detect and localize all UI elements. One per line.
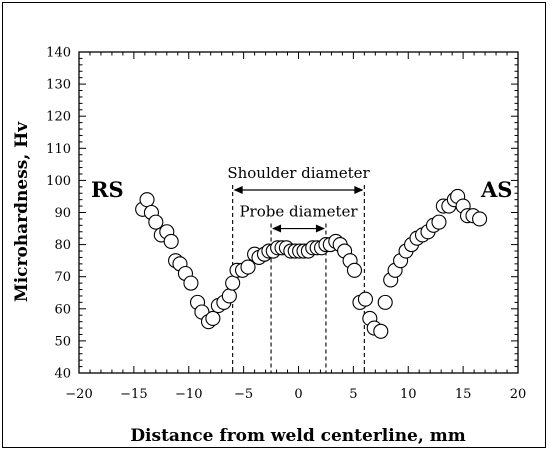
y-tick-label: 70 xyxy=(54,270,71,285)
arrowhead-left xyxy=(272,224,282,233)
rs-label: RS xyxy=(91,177,124,202)
arrowhead-right xyxy=(354,186,364,195)
x-tick-label: −10 xyxy=(175,387,202,402)
shoulder-label: Shoulder diameter xyxy=(227,164,370,182)
data-point xyxy=(373,323,389,339)
data-points xyxy=(135,188,488,339)
figure-frame: −20 −15 −10 −5 0 5 10 15 20 40 50 60 70 80 90 100 110 12… xyxy=(2,2,546,448)
tick-marks xyxy=(78,51,519,374)
y-tick-label: 100 xyxy=(46,174,71,189)
y-tick-labels: 40 50 60 70 80 90 100 110 120 130 140 xyxy=(46,46,71,382)
x-tick-label: 10 xyxy=(400,387,417,402)
data-point xyxy=(346,262,363,278)
y-tick-label: 130 xyxy=(46,78,71,93)
x-tick-label: −20 xyxy=(65,387,92,402)
data-point xyxy=(148,214,164,230)
x-tick-label: 20 xyxy=(510,387,527,402)
data-point xyxy=(472,211,488,227)
data-point xyxy=(357,291,373,307)
data-point xyxy=(225,275,241,291)
as-label: AS xyxy=(480,177,512,202)
data-point xyxy=(139,192,155,208)
y-tick-label: 50 xyxy=(54,334,71,349)
data-point xyxy=(431,214,447,230)
data-point xyxy=(183,275,199,291)
y-tick-label: 60 xyxy=(54,302,71,317)
y-tick-label: 110 xyxy=(46,142,71,157)
data-point xyxy=(205,310,221,326)
data-point xyxy=(377,294,393,310)
y-tick-label: 120 xyxy=(46,110,71,125)
data-point xyxy=(221,288,237,304)
x-tick-label: 0 xyxy=(294,387,302,402)
y-tick-label: 90 xyxy=(54,206,71,221)
x-tick-label: −5 xyxy=(234,387,253,402)
chart: −20 −15 −10 −5 0 5 10 15 20 40 50 60 70 80 90 100 110 12… xyxy=(12,46,526,447)
y-tick-label: 40 xyxy=(54,367,71,382)
y-tick-label: 80 xyxy=(54,238,71,253)
data-point xyxy=(163,233,179,249)
x-tick-label: −15 xyxy=(120,387,147,402)
x-tick-label: 5 xyxy=(349,387,357,402)
data-point xyxy=(240,259,256,275)
x-axis-label: Distance from weld centerline, mm xyxy=(130,426,465,446)
probe-label: Probe diameter xyxy=(239,203,358,221)
arrowhead-right xyxy=(315,224,325,233)
y-tick-label: 140 xyxy=(46,46,71,61)
x-tick-labels: −20 −15 −10 −5 0 5 10 15 20 xyxy=(65,387,526,402)
x-tick-label: 15 xyxy=(455,387,472,402)
arrowhead-left xyxy=(233,186,243,195)
annotations: Shoulder diameter Probe diameter xyxy=(227,164,371,373)
y-axis-label: Microhardness, Hv xyxy=(12,121,32,302)
